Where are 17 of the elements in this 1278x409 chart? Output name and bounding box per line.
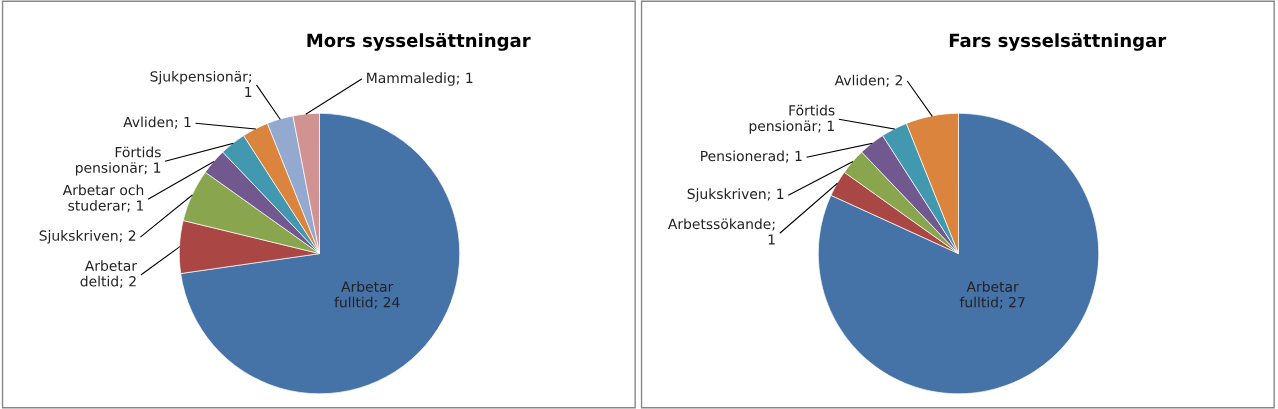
slice-label: Arbetar och studerar; 1 [62,184,144,213]
slice-label: Sjukpensionär; 1 [150,70,252,97]
slice-label: Arbetar deltid; 2 [80,260,138,288]
slice-label: Mammaledig; 1 [367,72,473,86]
slice-label: Arbetssökande; 1 [667,218,775,245]
slice-label: Arbetar fulltid; 27 [959,281,1025,309]
slice-label: Sjukskriven; 1 [687,188,784,202]
chart-title: Mors sysselsättningar [307,32,531,51]
slice-label: Arbetar fulltid; 24 [334,281,400,309]
slice-label: Förtids pensionär; 1 [76,146,161,176]
slice-label: Förtids pensionär; 1 [749,104,835,134]
slice-label: Sjukskriven; 2 [39,230,136,244]
slice-label: Pensionerad; 1 [701,150,802,163]
slice-label: Avliden; 1 [123,116,191,129]
slice-label: Avliden; 2 [834,74,902,87]
pie-slice [180,113,461,395]
chart-title: Fars sysselsättningar [949,32,1167,51]
